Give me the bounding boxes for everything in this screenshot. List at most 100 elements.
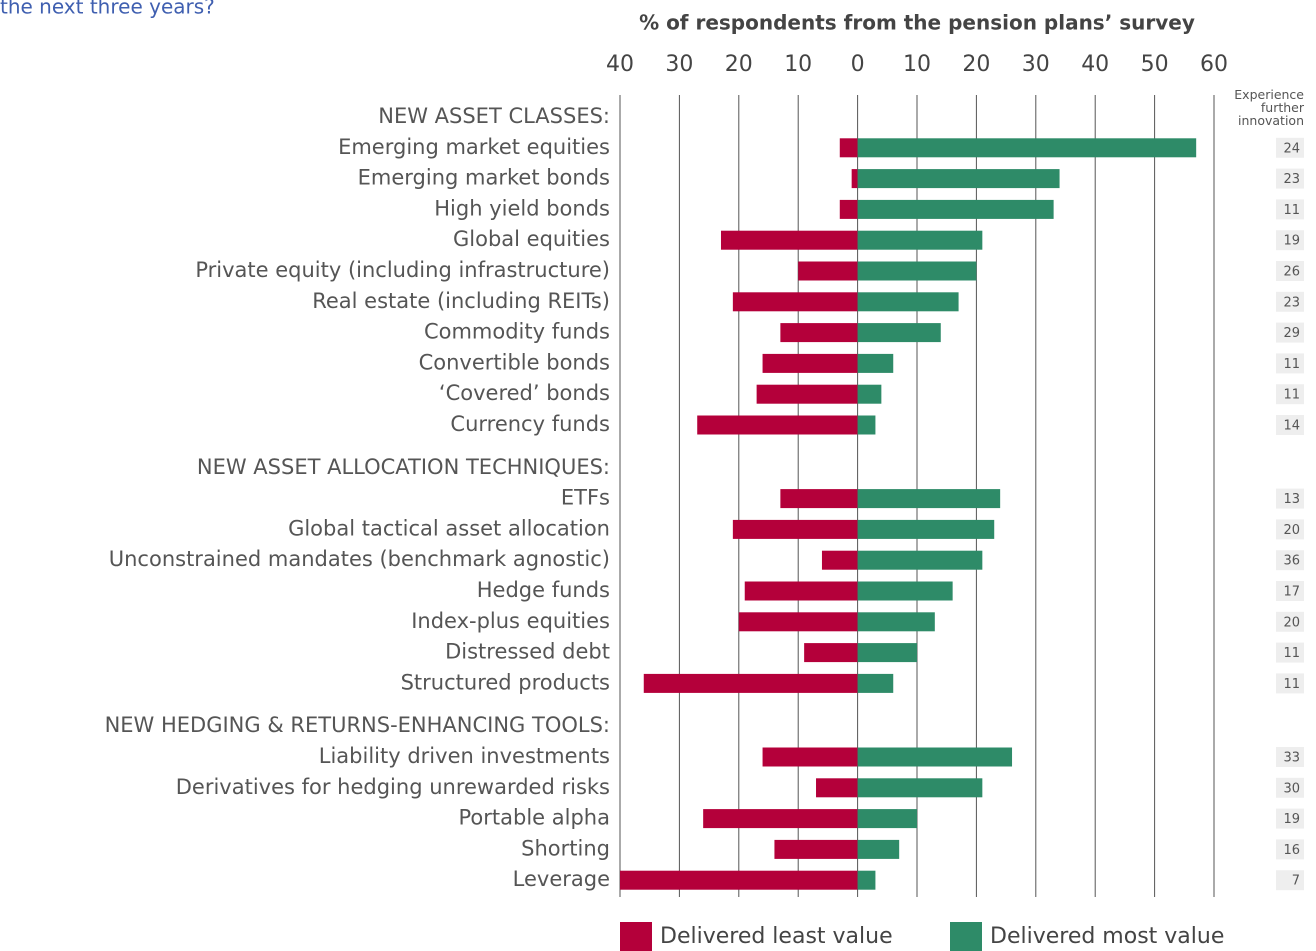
- legend-label: Delivered most value: [990, 924, 1224, 949]
- innovation-box: [1276, 488, 1304, 509]
- innovation-value: 30: [1283, 781, 1300, 796]
- bar: [620, 870, 858, 890]
- bar: [857, 230, 983, 250]
- bar: [857, 169, 1060, 189]
- innovation-value: 11: [1283, 203, 1300, 218]
- innovation-value: 7: [1292, 874, 1300, 889]
- bar: [774, 839, 858, 859]
- bar: [780, 323, 858, 343]
- bar: [851, 169, 858, 189]
- innovation-box: [1276, 581, 1304, 601]
- category-label: Private equity (including infrastructure…: [195, 258, 610, 282]
- bar: [738, 612, 858, 632]
- category-label: Shorting: [521, 836, 610, 860]
- innovation-value: 14: [1283, 419, 1300, 434]
- category-label: Commodity funds: [424, 320, 610, 344]
- bar: [798, 261, 858, 281]
- category-label: ‘Covered’ bonds: [439, 381, 610, 405]
- bar: [804, 643, 858, 663]
- bar: [857, 519, 995, 539]
- x-tick-label: 10: [903, 52, 931, 77]
- category-label: Structured products: [401, 670, 610, 694]
- x-tick-label: 20: [962, 52, 990, 77]
- innovation-box: [1276, 839, 1304, 860]
- x-tick-label: 60: [1200, 52, 1228, 77]
- innovation-box: [1276, 747, 1304, 767]
- innovation-box: [1276, 519, 1304, 540]
- bar: [643, 673, 858, 693]
- innovation-value: 33: [1283, 751, 1300, 766]
- category-label: Global equities: [453, 227, 610, 251]
- bar: [780, 489, 858, 509]
- legend-label: Delivered least value: [660, 924, 893, 949]
- innovation-value: 24: [1283, 141, 1300, 156]
- innovation-value: 13: [1283, 492, 1300, 507]
- category-label: Emerging market equities: [338, 135, 610, 159]
- category-label: High yield bonds: [434, 196, 610, 220]
- question-fragment: the next three years?: [0, 0, 215, 19]
- bar: [857, 839, 900, 859]
- x-tick-label: 20: [725, 52, 753, 77]
- innovation-value: 17: [1283, 585, 1300, 600]
- bar: [857, 612, 935, 632]
- bar: [857, 778, 983, 798]
- category-label: Hedge funds: [477, 578, 610, 602]
- category-label: Unconstrained mandates (benchmark agnost…: [109, 547, 610, 571]
- x-tick-label: 40: [1081, 52, 1109, 77]
- bar: [857, 384, 882, 404]
- innovation-box: [1276, 384, 1304, 405]
- bar: [744, 581, 858, 601]
- bar: [857, 809, 917, 829]
- category-label: Portable alpha: [459, 806, 610, 830]
- x-tick-label: 40: [606, 52, 634, 77]
- group-title: NEW ASSET ALLOCATION TECHNIQUES:: [197, 455, 610, 479]
- bar: [857, 292, 959, 312]
- bar: [857, 870, 876, 890]
- category-label: Real estate (including REITs): [312, 289, 610, 313]
- innovation-box: [1276, 261, 1304, 281]
- legend-swatch: [620, 922, 652, 951]
- bar: [857, 199, 1054, 219]
- bar: [756, 384, 858, 404]
- bar: [720, 230, 858, 250]
- bar: [839, 138, 858, 158]
- bar: [762, 747, 858, 767]
- bar: [821, 550, 858, 570]
- category-label: Derivatives for hedging unrewarded risks: [176, 775, 610, 799]
- x-tick-label: 30: [1022, 52, 1050, 77]
- innovation-box: [1276, 168, 1304, 189]
- category-label: Convertible bonds: [419, 350, 610, 374]
- category-label: Emerging market bonds: [358, 166, 610, 190]
- x-tick-label: 30: [665, 52, 693, 77]
- innovation-box: [1276, 322, 1304, 343]
- bar: [732, 292, 858, 312]
- innovation-value: 16: [1283, 843, 1300, 858]
- legend-swatch: [950, 922, 982, 951]
- category-label: Global tactical asset allocation: [288, 516, 610, 540]
- innovation-box: [1276, 230, 1304, 251]
- x-axis-title: % of respondents from the pension plans’…: [639, 11, 1195, 35]
- innovation-box: [1276, 137, 1304, 158]
- innovation-box: [1276, 550, 1304, 571]
- category-label: Liability driven investments: [319, 744, 610, 768]
- innovation-value: 11: [1283, 388, 1300, 403]
- bar: [816, 778, 858, 798]
- innovation-value: 11: [1283, 677, 1300, 692]
- category-label: Currency funds: [450, 412, 610, 436]
- innovation-box: [1276, 642, 1304, 663]
- bar: [857, 261, 977, 281]
- x-tick-label: 10: [784, 52, 812, 77]
- bar: [857, 673, 894, 693]
- bar: [857, 550, 983, 570]
- bar: [857, 353, 894, 373]
- innovation-value: 11: [1283, 646, 1300, 661]
- bar: [857, 489, 1001, 509]
- innovation-value: 23: [1283, 172, 1300, 187]
- bar: [857, 747, 1013, 767]
- innovation-value: 11: [1283, 357, 1300, 372]
- innovation-value: 20: [1283, 615, 1300, 630]
- innovation-box: [1276, 353, 1304, 374]
- bar: [857, 138, 1197, 158]
- innovation-header: Experience further innovation: [1234, 87, 1304, 128]
